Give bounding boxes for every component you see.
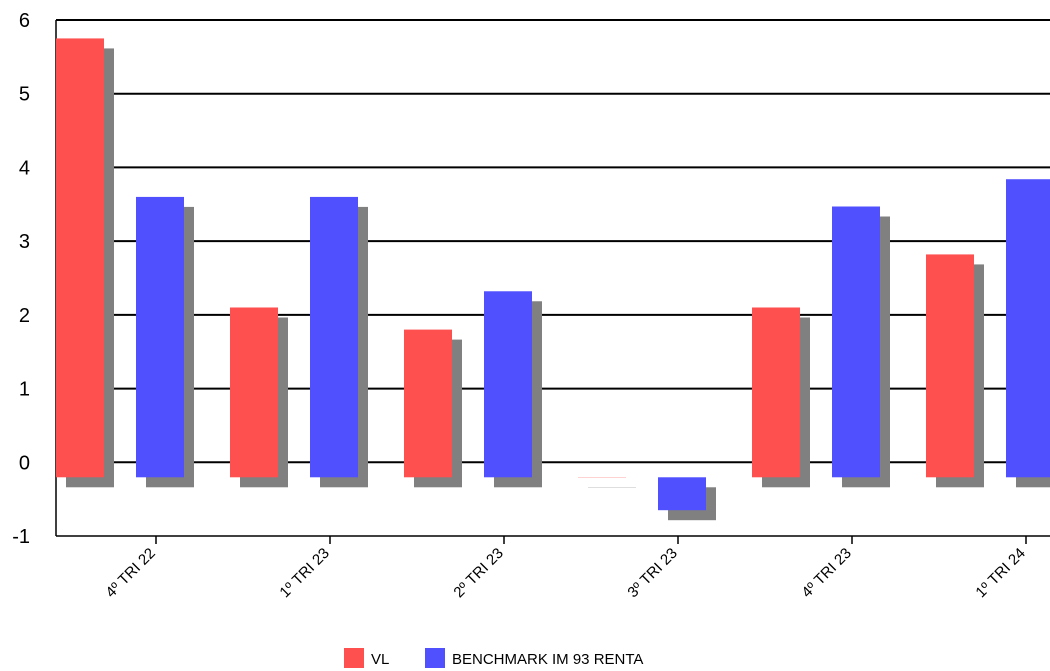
bar-1-4 [832, 206, 880, 478]
y-tick-label-3: 2 [19, 305, 30, 327]
x-tick-label-3: 3º TRI 23 [624, 545, 680, 601]
legend: VL BENCHMARK IM 93 RENTA [344, 648, 643, 668]
y-tick-label-6: 5 [19, 84, 30, 106]
x-tick-label-5: 1º TRI 24 [972, 545, 1028, 601]
x-tick-label-1: 1º TRI 23 [276, 545, 332, 601]
x-tick-label-2: 2º TRI 23 [450, 545, 506, 601]
legend-swatch-1 [425, 648, 445, 668]
legend-label-1: BENCHMARK IM 93 RENTA [452, 651, 643, 668]
y-tick-label-5: 4 [19, 157, 30, 179]
bar-0-4 [752, 307, 800, 478]
y-tick-label-0: -1 [12, 526, 30, 548]
y-tick-label-1: 0 [19, 452, 30, 474]
legend-swatch-0 [344, 648, 364, 668]
bar-0-1 [230, 307, 278, 478]
x-tick-label-0: 4º TRI 22 [102, 545, 158, 601]
y-tick-label-7: 6 [19, 10, 30, 32]
y-tick-label-4: 3 [19, 231, 30, 253]
x-axis: 4º TRI 22 1º TRI 23 2º TRI 23 3º TRI 23 4º T… [56, 535, 1050, 601]
bar-0-0 [56, 38, 104, 478]
bars [56, 38, 1050, 521]
bar-1-5 [1006, 179, 1050, 478]
bar-0-5 [926, 254, 974, 478]
bar-1-2 [484, 291, 532, 478]
bar-1-1 [310, 196, 358, 478]
gridlines [56, 19, 1050, 464]
y-tick-label-2: 1 [19, 379, 30, 401]
y-axis: -1 0 1 2 3 4 5 6 [12, 10, 57, 548]
legend-label-0: VL [371, 651, 389, 668]
bar-0-2 [404, 329, 452, 478]
bar-1-3 [658, 477, 706, 511]
bar-1-0 [136, 196, 184, 478]
x-tick-label-4: 4º TRI 23 [798, 545, 854, 601]
